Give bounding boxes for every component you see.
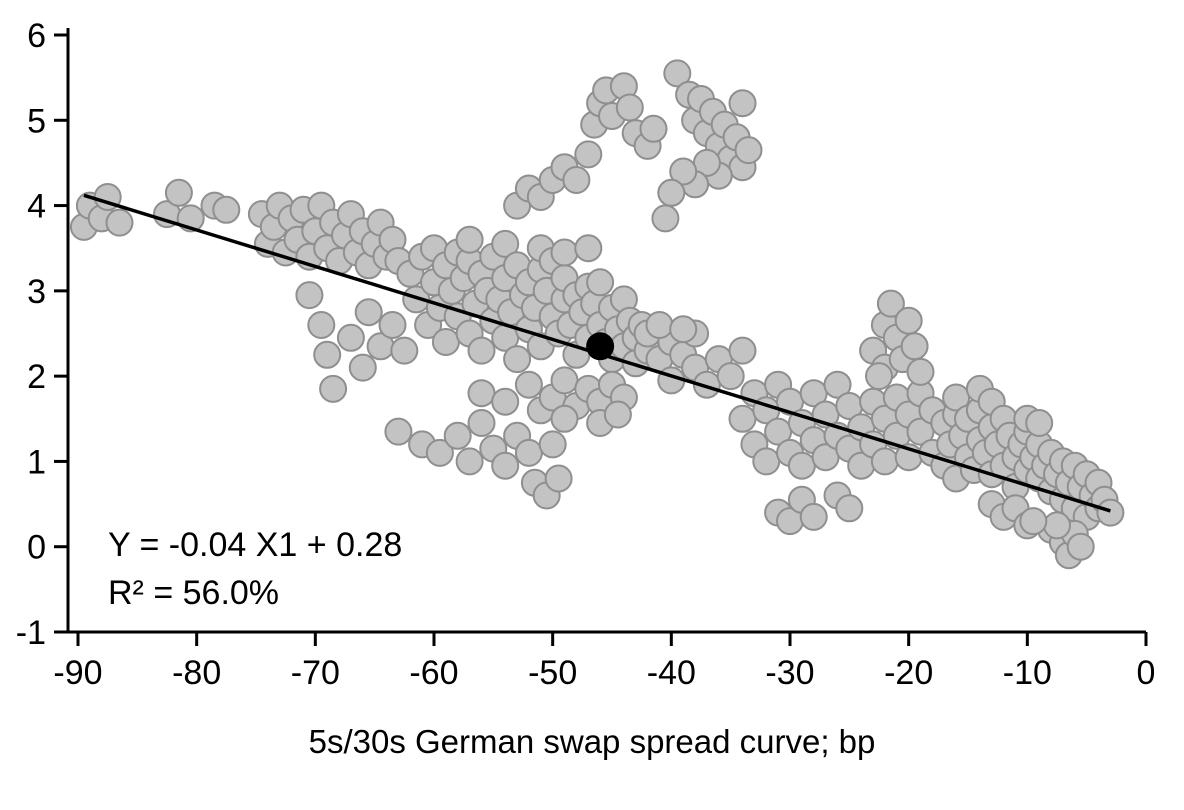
scatter-point — [716, 362, 745, 391]
scatter-point — [544, 464, 573, 493]
scatter-point — [876, 289, 905, 318]
scatter-point — [348, 353, 377, 382]
x-tick-label: -20 — [884, 654, 933, 692]
scatter-point — [455, 447, 484, 476]
y-tick-label: 2 — [27, 358, 46, 396]
scatter-point — [669, 157, 698, 186]
x-tick-label: -40 — [647, 654, 696, 692]
scatter-point — [787, 451, 816, 480]
scatter-point — [900, 332, 929, 361]
scatter-point — [212, 195, 241, 224]
scatter-point — [503, 345, 532, 374]
scatter-point — [491, 387, 520, 416]
scatter-point — [639, 114, 668, 143]
scatter-point — [603, 400, 632, 429]
scatter-point — [906, 357, 935, 386]
scatter-point — [657, 178, 686, 207]
highlight-point-group — [586, 332, 615, 361]
scatter-point — [615, 93, 644, 122]
scatter-point — [431, 328, 460, 356]
scatter-point — [164, 178, 193, 207]
r-squared-label: R² = 56.0% — [108, 574, 279, 612]
scatter-point — [823, 370, 852, 399]
scatter-point — [378, 311, 407, 339]
scatter-point — [467, 336, 496, 365]
scatter-point — [319, 374, 348, 403]
scatter-point — [651, 204, 680, 233]
scatter-point — [354, 298, 383, 327]
y-tick-label: 4 — [27, 188, 46, 226]
y-tick-label: 5 — [27, 102, 46, 140]
x-tick-label: -90 — [53, 654, 102, 692]
x-tick-label: -10 — [1003, 654, 1052, 692]
scatter-point — [1043, 511, 1071, 540]
scatter-point — [550, 238, 579, 267]
scatter-point — [835, 494, 864, 523]
scatter-point — [467, 409, 496, 437]
x-tick-label: -80 — [172, 654, 221, 692]
scatter-point — [574, 140, 603, 169]
y-tick-label: 0 — [27, 529, 46, 567]
scatter-point — [313, 340, 342, 369]
scatter-point — [1066, 532, 1095, 561]
scatter-point — [514, 438, 543, 467]
scatter-point — [455, 225, 484, 254]
scatter-point — [574, 234, 603, 263]
y-tick-label: 6 — [27, 17, 46, 55]
scatter-point — [734, 136, 763, 165]
scatter-point — [550, 404, 579, 433]
scatter-point — [1025, 409, 1054, 437]
scatter-point — [307, 311, 336, 339]
highlight-point — [586, 332, 615, 361]
scatter-point — [562, 166, 591, 194]
scatter-point — [105, 208, 134, 237]
axis-ticks: 6 5 4 3 2 1 0 -1-90 -80 -70 -60 -50 -40 -30 -20 -10 0 — [16, 17, 1156, 692]
regression-equation: Y = -0.04 X1 + 0.28 — [108, 526, 402, 564]
x-tick-label: -30 — [765, 654, 814, 692]
y-tick-label: -1 — [16, 614, 46, 652]
y-tick-label: 3 — [27, 273, 46, 311]
x-tick-label: 0 — [1137, 654, 1156, 692]
scatter-point — [295, 281, 324, 310]
scatter-points — [69, 59, 1125, 570]
scatter-point — [663, 59, 692, 88]
scatter-point — [728, 336, 757, 365]
x-tick-label: -70 — [291, 654, 340, 692]
scatter-point — [728, 404, 757, 433]
scatter-point — [669, 315, 698, 344]
scatter-point — [491, 229, 520, 258]
scatter-point — [550, 366, 579, 395]
scatter-point — [336, 323, 365, 352]
scatter-point — [752, 447, 781, 476]
scatter-point — [870, 447, 899, 476]
scatter-point — [443, 421, 472, 450]
scatter-point — [514, 370, 543, 399]
scatter-point — [865, 362, 893, 391]
scatter-point — [894, 306, 923, 335]
y-tick-label: 1 — [27, 443, 46, 481]
scatter-point — [645, 311, 674, 339]
scatter-point — [491, 451, 520, 480]
x-axis-title: 5s/30s German swap spread curve; bp — [309, 723, 876, 760]
x-tick-label: -60 — [409, 654, 458, 692]
scatter-point — [1019, 507, 1048, 536]
scatter-point — [586, 268, 615, 297]
x-tick-label: -50 — [528, 654, 577, 692]
scatter-point — [390, 336, 419, 365]
scatter-point — [799, 502, 828, 531]
scatter-point — [425, 438, 454, 467]
scatter-point — [538, 430, 567, 459]
scatter-point — [384, 417, 413, 446]
scatter-point — [728, 89, 757, 118]
scatter-point — [1096, 498, 1125, 527]
scatter-point — [467, 379, 496, 408]
